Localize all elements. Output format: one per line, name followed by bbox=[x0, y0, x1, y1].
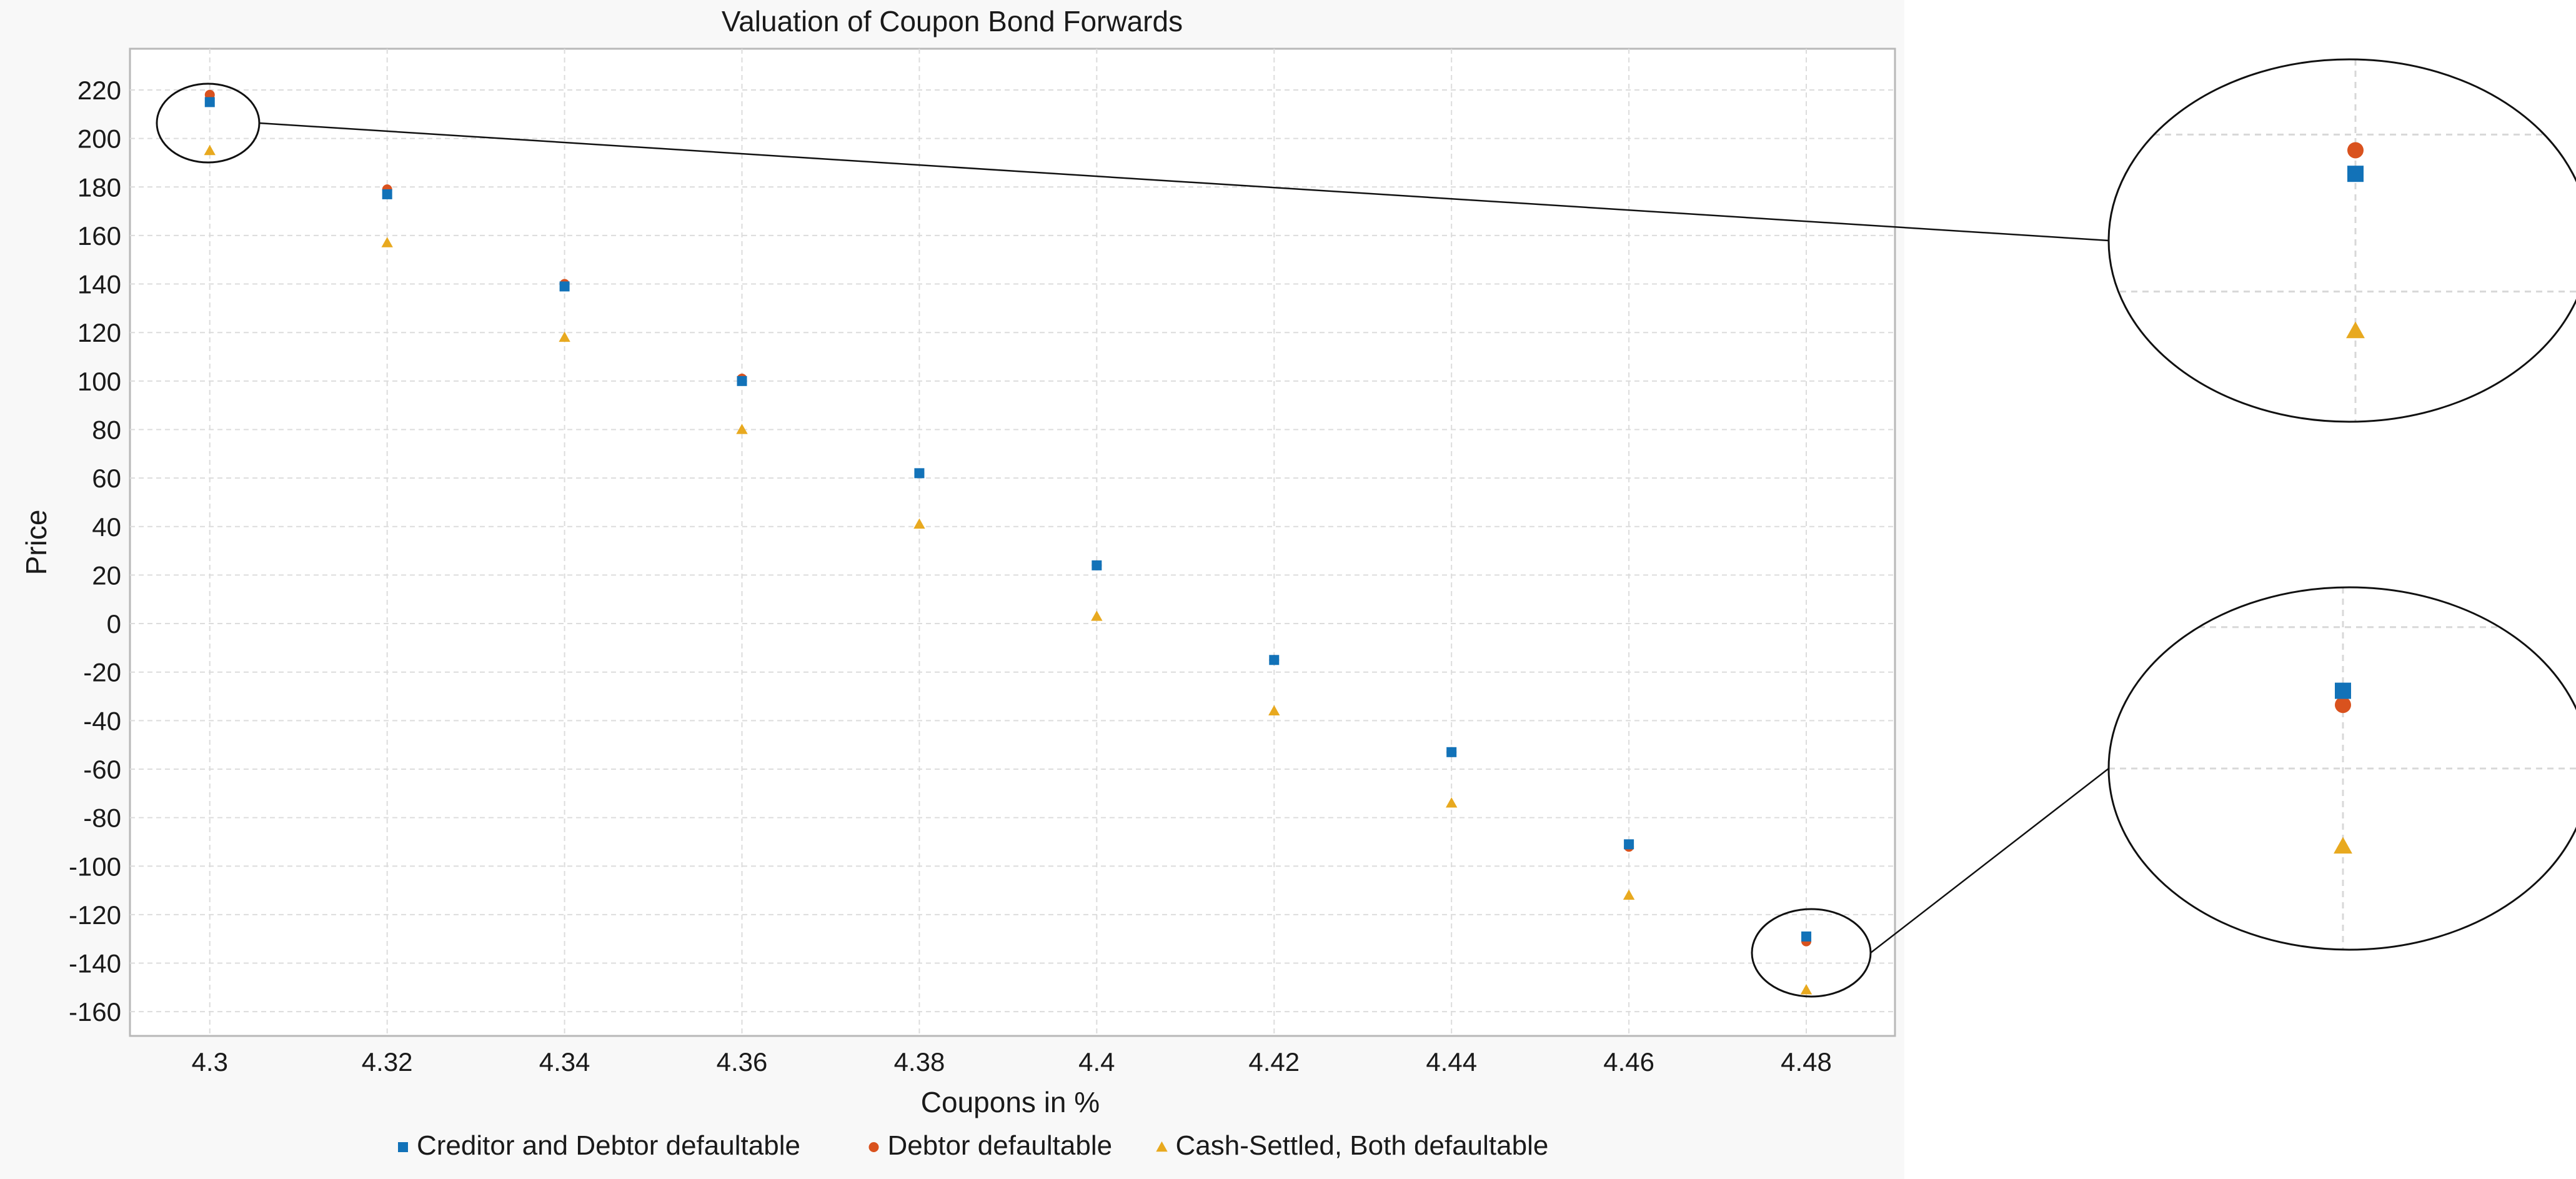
x-tick-label: 4.36 bbox=[717, 1047, 768, 1077]
legend-label: Creditor and Debtor defaultable bbox=[417, 1130, 800, 1161]
inset-data-point bbox=[2347, 166, 2364, 182]
y-tick-label: 0 bbox=[107, 609, 121, 639]
x-tick-label: 4.42 bbox=[1248, 1047, 1300, 1077]
data-point bbox=[1269, 655, 1280, 665]
legend: Creditor and Debtor defaultable Debtor de… bbox=[398, 1130, 1548, 1161]
y-tick-label: 20 bbox=[92, 560, 121, 590]
data-point bbox=[204, 144, 216, 156]
data-point bbox=[1624, 839, 1634, 850]
zoom-connector-line bbox=[259, 122, 2109, 242]
legend-label: Cash-Settled, Both defaultable bbox=[1176, 1130, 1549, 1161]
y-tick-label: 80 bbox=[92, 415, 121, 444]
data-point bbox=[736, 424, 748, 434]
y-tick-label: 140 bbox=[77, 270, 121, 299]
x-tick-label: 4.48 bbox=[1781, 1047, 1832, 1077]
legend-marker bbox=[868, 1142, 879, 1152]
x-tick-label: 4.3 bbox=[192, 1047, 228, 1077]
y-tick-label: 200 bbox=[77, 124, 121, 154]
y-tick-label: 60 bbox=[92, 464, 121, 493]
data-point bbox=[381, 237, 393, 247]
zoom-inset-content bbox=[2109, 59, 2576, 422]
y-tick-label: 180 bbox=[77, 172, 121, 202]
legend-marker bbox=[398, 1142, 408, 1152]
data-point bbox=[382, 189, 392, 199]
data-point bbox=[1623, 889, 1635, 900]
y-tick-label: 160 bbox=[77, 221, 121, 251]
y-tick-label: 40 bbox=[92, 512, 121, 542]
y-tick-label: -80 bbox=[83, 803, 121, 833]
data-point bbox=[1800, 984, 1813, 995]
data-point bbox=[1091, 610, 1103, 621]
y-tick-label: -20 bbox=[83, 658, 121, 687]
data-point bbox=[1092, 560, 1102, 570]
y-tick-label: -120 bbox=[69, 900, 121, 930]
data-point bbox=[1446, 747, 1457, 757]
legend-marker bbox=[1156, 1141, 1168, 1152]
y-tick-label: -100 bbox=[69, 852, 121, 881]
legend-label: Debtor defaultable bbox=[888, 1130, 1113, 1161]
y-tick-label: -140 bbox=[69, 949, 121, 978]
chart-title: Valuation of Coupon Bond Forwards bbox=[722, 5, 1183, 37]
data-points bbox=[204, 89, 1813, 995]
x-tick-label: 4.32 bbox=[362, 1047, 413, 1077]
inset-data-point bbox=[2346, 321, 2365, 339]
y-tick-label: 100 bbox=[77, 367, 121, 396]
y-tick-label: 120 bbox=[77, 318, 121, 347]
x-tick-labels: 4.3 4.32 4.34 4.36 4.38 4.4 4.42 4.44 4.46 4.48 bbox=[192, 1047, 1832, 1077]
zoom-inset-circle bbox=[2107, 586, 2576, 951]
inset-data-point bbox=[2347, 142, 2364, 159]
x-tick-label: 4.46 bbox=[1603, 1047, 1654, 1077]
y-tick-label: -60 bbox=[83, 755, 121, 784]
zoom-connector-line bbox=[1870, 768, 2109, 953]
data-point bbox=[559, 281, 570, 292]
x-tick-label: 4.38 bbox=[894, 1047, 945, 1077]
data-point bbox=[1801, 931, 1812, 942]
inset-data-point bbox=[2335, 682, 2351, 699]
x-tick-label: 4.4 bbox=[1078, 1047, 1115, 1077]
data-point bbox=[737, 376, 747, 386]
y-tick-labels: -160 -140 -120 -100 -80 -60 -40 -20 0 20 40 60 80 100… bbox=[69, 76, 121, 1027]
data-point bbox=[204, 97, 215, 107]
y-tick-label: -160 bbox=[69, 997, 121, 1027]
plot-area bbox=[129, 47, 1896, 1037]
y-tick-label: -40 bbox=[83, 706, 121, 735]
x-axis-title: Coupons in % bbox=[921, 1086, 1100, 1118]
data-point bbox=[1268, 705, 1280, 716]
y-axis-title: Price bbox=[20, 510, 52, 575]
x-tick-label: 4.44 bbox=[1426, 1047, 1477, 1077]
data-point bbox=[914, 468, 925, 479]
y-tick-label: 220 bbox=[77, 76, 121, 105]
inset-data-point bbox=[2335, 697, 2351, 714]
zoom-insets bbox=[156, 58, 2576, 998]
inset-data-point bbox=[2334, 837, 2352, 854]
grid-lines bbox=[130, 49, 1895, 1036]
data-point bbox=[559, 331, 570, 342]
x-tick-label: 4.34 bbox=[539, 1047, 590, 1077]
zoom-inset-circle bbox=[2107, 58, 2576, 423]
data-point bbox=[1446, 797, 1458, 808]
data-point bbox=[913, 518, 925, 529]
